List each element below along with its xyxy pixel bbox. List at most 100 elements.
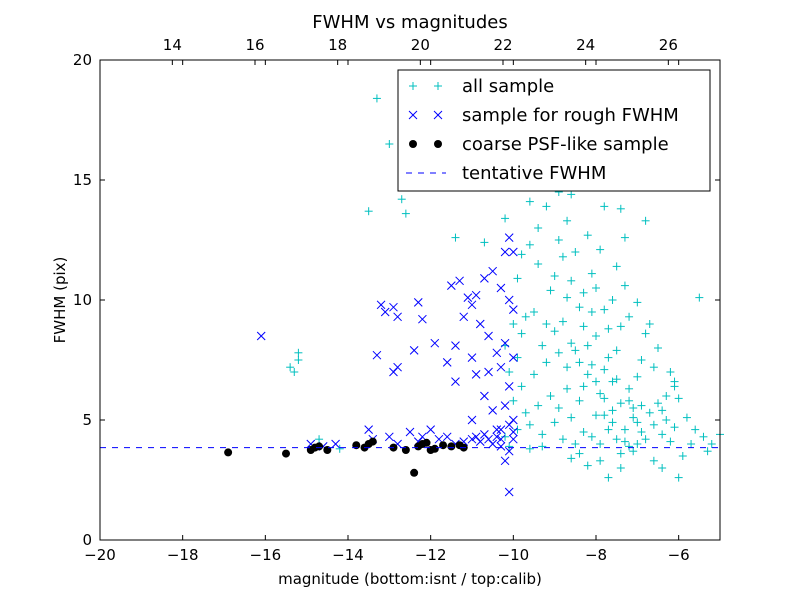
all-sample-point (658, 430, 667, 439)
all-sample-point (695, 293, 704, 302)
all-sample-point (575, 303, 584, 312)
all-sample-point (596, 440, 605, 448)
psf-like-point (447, 442, 456, 451)
rough-fwhm-point (380, 307, 390, 317)
all-sample-point (517, 250, 526, 259)
rough-fwhm-point (413, 298, 423, 307)
all-sample-point (620, 437, 629, 446)
rough-fwhm-point (475, 437, 485, 446)
rough-fwhm-point (376, 300, 386, 310)
plot-markers (224, 94, 724, 497)
all-sample-point (538, 430, 547, 439)
all-sample-point (558, 435, 567, 444)
all-sample-point (629, 447, 638, 456)
legend-label-rough-fwhm: sample for rough FWHM (462, 105, 679, 126)
all-sample-point (608, 418, 617, 427)
rough-fwhm-point (364, 425, 374, 434)
rough-fwhm-point (488, 406, 498, 415)
psf-like-point (430, 444, 439, 453)
all-sample-point (612, 435, 621, 444)
all-sample-point (525, 444, 534, 453)
rough-fwhm-point (504, 382, 514, 391)
all-sample-point (604, 473, 613, 482)
all-sample-point (579, 322, 588, 331)
all-sample-point (604, 324, 613, 333)
all-sample-point (666, 437, 675, 446)
all-sample-point (579, 288, 588, 297)
rough-fwhm-point (389, 302, 398, 312)
all-sample-point (608, 296, 617, 304)
rough-fwhm-point (463, 293, 473, 302)
rough-fwhm-point (500, 456, 510, 466)
all-sample-point (554, 404, 563, 412)
all-sample-point (600, 394, 609, 403)
all-sample-point (592, 284, 600, 292)
x-tick-label: −16 (250, 546, 282, 564)
psf-like-point (410, 468, 419, 477)
all-sample-point (641, 435, 650, 444)
top-x-tick-label: 24 (576, 36, 595, 54)
all-sample-point (364, 207, 373, 216)
rough-fwhm-point (471, 370, 481, 379)
all-sample-point (612, 375, 621, 384)
all-sample-point (579, 382, 588, 391)
all-sample-point (682, 413, 691, 422)
all-sample-point (600, 202, 609, 211)
rough-fwhm-point (496, 434, 506, 444)
rough-fwhm-point (504, 420, 514, 430)
all-sample-point (501, 432, 510, 441)
all-sample-point (513, 274, 522, 283)
all-sample-point (451, 233, 460, 242)
legend-box (397, 69, 711, 192)
all-sample-point (670, 423, 679, 432)
all-sample-point (480, 238, 489, 247)
all-sample-point (372, 94, 381, 103)
x-tick-label: −10 (498, 546, 530, 564)
rough-fwhm-point (471, 290, 481, 300)
all-sample-point (674, 394, 683, 403)
all-sample-point (567, 413, 576, 422)
legend-marker-psf-like (409, 140, 442, 148)
all-sample-point (505, 442, 514, 451)
all-sample-point (571, 440, 580, 448)
all-sample-point (629, 413, 638, 422)
top-x-tick-label: 20 (411, 36, 430, 54)
x-tick-label: −8 (585, 546, 607, 564)
all-sample-point (563, 363, 572, 372)
psf-like-point (224, 448, 233, 457)
axis-ticks: −20 −18 −16 −14 −12 −10 −8 −6 0 5 10 15 20 14 16 18 20 22… (73, 36, 720, 564)
all-sample-point (608, 377, 617, 386)
psf-like-point (368, 437, 377, 446)
all-sample-point (509, 396, 518, 405)
rough-fwhm-point (496, 362, 506, 372)
y-tick-label: 5 (82, 411, 92, 429)
all-sample-point (534, 401, 543, 410)
rough-fwhm-point (492, 425, 502, 434)
all-sample-point (286, 363, 295, 372)
all-sample-point (658, 406, 667, 415)
top-x-tick-label: 14 (163, 36, 182, 54)
rough-fwhm-point (442, 432, 452, 442)
all-sample-point (567, 454, 576, 463)
all-sample-point (525, 240, 534, 249)
all-sample-point (637, 428, 646, 436)
legend-marker-rough-fwhm (408, 110, 443, 120)
all-sample-point (596, 389, 605, 398)
all-sample-point (571, 248, 580, 256)
all-sample-point (575, 449, 584, 458)
rough-fwhm-point (467, 415, 477, 425)
all-sample-point (546, 286, 555, 295)
all-sample-point (542, 202, 551, 211)
rough-fwhm-point (331, 439, 340, 449)
all-sample-point (509, 320, 518, 328)
y-tick-label: 20 (73, 51, 92, 69)
all-sample-point (592, 332, 600, 340)
y-tick-label: 10 (73, 291, 92, 309)
rough-fwhm-point (451, 377, 460, 386)
all-sample-point (687, 440, 696, 448)
all-sample-point (641, 329, 650, 338)
rough-fwhm-point (459, 312, 469, 322)
rough-fwhm-point (492, 432, 502, 442)
rough-fwhm-point (442, 358, 452, 367)
